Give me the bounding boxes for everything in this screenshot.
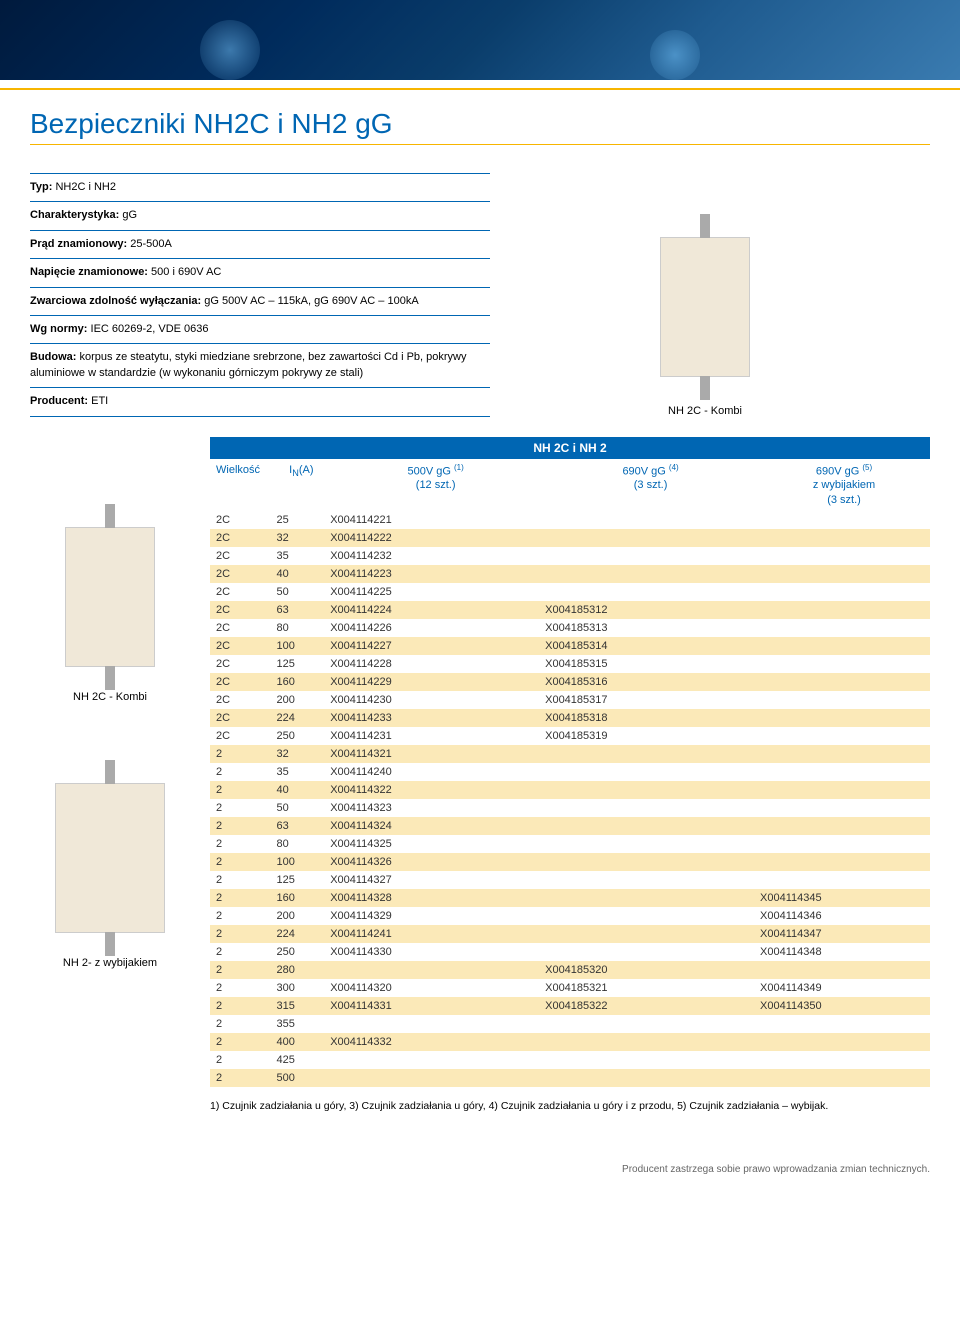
table-row: 240X004114322 bbox=[210, 781, 930, 799]
col-header-690v-5: 690V gG (5)z wybijakiem(3 szt.) bbox=[758, 459, 930, 512]
table-row: 2315X004114331X004185322X004114350 bbox=[210, 997, 930, 1015]
table-row: 2224X004114241X004114347 bbox=[210, 925, 930, 943]
table-row: 2C80X004114226X004185313 bbox=[210, 619, 930, 637]
table-row: 2C200X004114230X004185317 bbox=[210, 691, 930, 709]
table-row: 2C224X004114233X004185318 bbox=[210, 709, 930, 727]
col-header-size: Wielkość bbox=[210, 459, 274, 512]
table-row: 2C100X004114227X004185314 bbox=[210, 637, 930, 655]
top-image-caption: NH 2C - Kombi bbox=[668, 405, 742, 417]
table-row: 2355 bbox=[210, 1015, 930, 1033]
table-row: 2250X004114330X004114348 bbox=[210, 943, 930, 961]
table-row: 2C25X004114221 bbox=[210, 511, 930, 529]
left-caption-2: NH 2- z wybijakiem bbox=[63, 957, 157, 969]
left-caption-1: NH 2C - Kombi bbox=[73, 691, 147, 703]
spec-row: Prąd znamionowy: 25-500A bbox=[30, 230, 490, 258]
product-image-top bbox=[660, 237, 750, 377]
table-row: 2160X004114328X004114345 bbox=[210, 889, 930, 907]
page-title: Bezpieczniki NH2C i NH2 gG bbox=[30, 108, 930, 140]
spec-row: Napięcie znamionowe: 500 i 690V AC bbox=[30, 258, 490, 286]
spec-row: Typ: NH2C i NH2 bbox=[30, 173, 490, 201]
spec-row: Charakterystyka: gG bbox=[30, 201, 490, 229]
table-row: 2300X004114320X004185321X004114349 bbox=[210, 979, 930, 997]
spec-row: Wg normy: IEC 60269-2, VDE 0636 bbox=[30, 315, 490, 343]
table-row: 232X004114321 bbox=[210, 745, 930, 763]
table-row: 2125X004114327 bbox=[210, 871, 930, 889]
col-header-current: IN(A) bbox=[274, 459, 328, 512]
title-underline bbox=[30, 144, 930, 145]
table-row: 2C250X004114231X004185319 bbox=[210, 727, 930, 745]
table-row: 2C35X004114232 bbox=[210, 547, 930, 565]
table-title: NH 2C i NH 2 bbox=[210, 437, 930, 459]
product-table: Wielkość IN(A) 500V gG (1)(12 szt.) 690V… bbox=[210, 459, 930, 1088]
product-image-left-1 bbox=[65, 527, 155, 667]
table-row: 2C160X004114229X004185316 bbox=[210, 673, 930, 691]
table-row: 2400X004114332 bbox=[210, 1033, 930, 1051]
table-row: 2100X004114326 bbox=[210, 853, 930, 871]
table-body: 2C25X0041142212C32X0041142222C35X0041142… bbox=[210, 511, 930, 1087]
decorative-header-band bbox=[0, 0, 960, 80]
table-row: 2500 bbox=[210, 1069, 930, 1087]
table-row: 250X004114323 bbox=[210, 799, 930, 817]
table-row: 2C32X004114222 bbox=[210, 529, 930, 547]
spec-row: Budowa: korpus ze steatytu, styki miedzi… bbox=[30, 343, 490, 387]
table-row: 2425 bbox=[210, 1051, 930, 1069]
spec-row: Zwarciowa zdolność wyłączania: gG 500V A… bbox=[30, 287, 490, 315]
spec-row: Producent: ETI bbox=[30, 387, 490, 416]
table-row: 2C63X004114224X004185312 bbox=[210, 601, 930, 619]
table-row: 2280X004185320 bbox=[210, 961, 930, 979]
table-row: 2C125X004114228X004185315 bbox=[210, 655, 930, 673]
producer-disclaimer: Producent zastrzega sobie prawo wprowadz… bbox=[0, 1144, 960, 1183]
col-header-500v: 500V gG (1)(12 szt.) bbox=[328, 459, 543, 512]
table-row: 263X004114324 bbox=[210, 817, 930, 835]
product-image-left-2 bbox=[55, 783, 165, 933]
table-row: 280X004114325 bbox=[210, 835, 930, 853]
table-footnotes: 1) Czujnik zadziałania u góry, 3) Czujni… bbox=[210, 1099, 930, 1114]
table-row: 235X004114240 bbox=[210, 763, 930, 781]
table-row: 2C40X004114223 bbox=[210, 565, 930, 583]
table-row: 2200X004114329X004114346 bbox=[210, 907, 930, 925]
specification-box: Typ: NH2C i NH2Charakterystyka: gGPrąd z… bbox=[30, 173, 490, 417]
table-row: 2C50X004114225 bbox=[210, 583, 930, 601]
col-header-690v-4: 690V gG (4)(3 szt.) bbox=[543, 459, 758, 512]
